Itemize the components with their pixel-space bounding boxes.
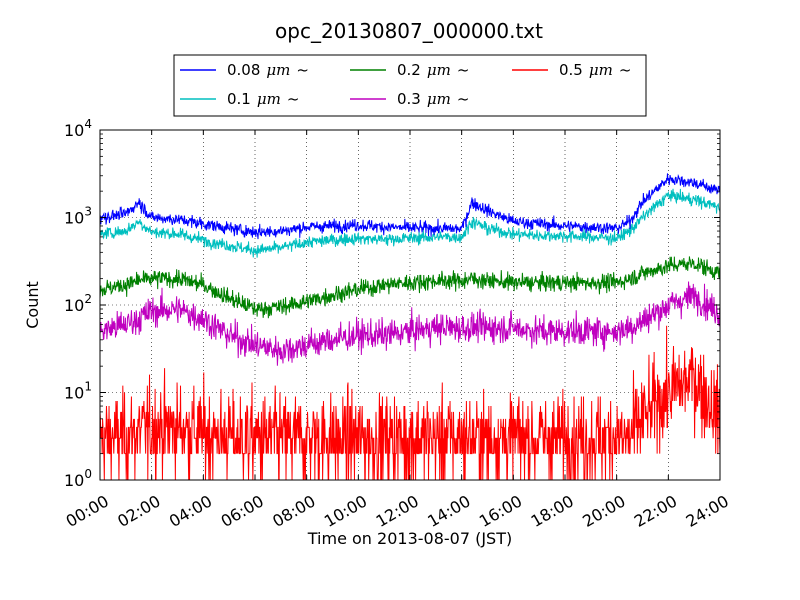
y-tick-label: 103: [64, 205, 92, 228]
series-line: [99, 325, 721, 481]
y-tick-label: 104: [64, 117, 92, 140]
y-tick-base: 10: [64, 209, 84, 228]
y-tick-base: 10: [64, 384, 84, 403]
grid-lines: [99, 130, 721, 480]
y-axis-label: Count: [23, 281, 42, 329]
legend: 0.08 μm ~0.2 μm ~0.5 μm ~0.1 μm ~0.3 μm ~: [173, 54, 647, 117]
series-line: [99, 256, 721, 319]
y-tick-label: 100: [64, 467, 92, 490]
legend-suffix: ~: [457, 90, 470, 108]
legend-suffix: ~: [296, 61, 309, 79]
y-tick-exponent: 4: [84, 117, 92, 131]
chart-title: opc_20130807_000000.txt: [275, 19, 543, 43]
legend-size: 0.08: [227, 61, 260, 79]
y-tick-label: 102: [64, 292, 92, 315]
legend-unit: μm: [257, 90, 281, 108]
legend-suffix: ~: [457, 61, 470, 79]
axis-ticks: [99, 129, 721, 481]
y-tick-base: 10: [64, 296, 84, 315]
x-axis-label: Time on 2013-08-07 (JST): [307, 529, 512, 548]
y-tick-exponent: 2: [84, 292, 92, 306]
legend-box: [173, 54, 647, 117]
y-tick-base: 10: [64, 471, 84, 490]
y-tick-label: 101: [64, 380, 92, 403]
legend-label: 0.08 μm ~: [227, 61, 309, 79]
legend-unit: μm: [427, 61, 451, 79]
legend-size: 0.3: [397, 90, 421, 108]
legend-label: 0.3 μm ~: [397, 90, 469, 108]
legend-size: 0.2: [397, 61, 421, 79]
legend-label: 0.2 μm ~: [397, 61, 469, 79]
y-tick-exponent: 0: [84, 467, 92, 481]
legend-unit: μm: [427, 90, 451, 108]
y-tick-exponent: 3: [84, 205, 92, 219]
y-tick-exponent: 1: [84, 380, 92, 394]
legend-unit: μm: [589, 61, 613, 79]
legend-suffix: ~: [619, 61, 632, 79]
legend-size: 0.5: [559, 61, 583, 79]
legend-label: 0.1 μm ~: [227, 90, 299, 108]
legend-label: 0.5 μm ~: [559, 61, 631, 79]
legend-unit: μm: [266, 61, 290, 79]
legend-size: 0.1: [227, 90, 251, 108]
series-line: [99, 281, 721, 366]
series-line: [99, 173, 721, 240]
legend-suffix: ~: [287, 90, 300, 108]
y-tick-base: 10: [64, 121, 84, 140]
series-line: [99, 188, 721, 258]
series-lines: [99, 173, 721, 481]
